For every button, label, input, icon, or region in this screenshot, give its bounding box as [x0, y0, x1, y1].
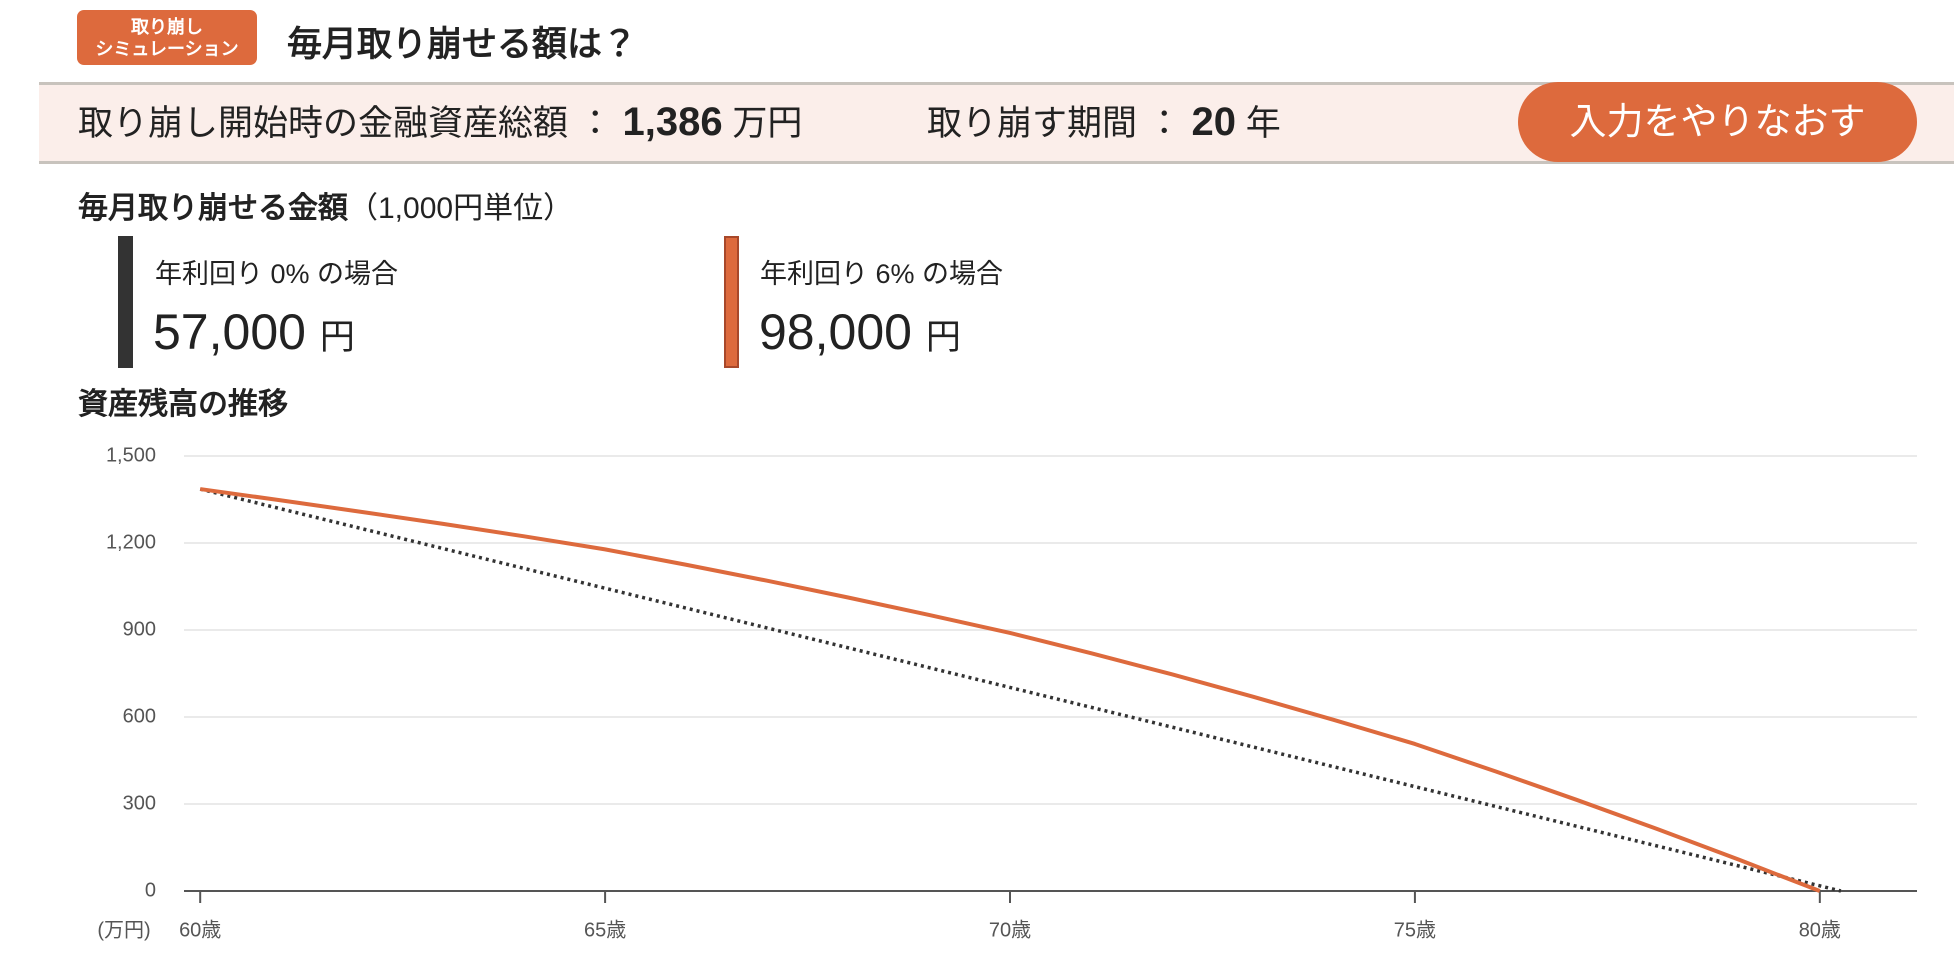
- x-tick-label: 80歳: [1799, 918, 1841, 941]
- asset-summary: 取り崩し開始時の金融資産総額 ： 1,386 万円: [78, 100, 802, 146]
- card-bar: [724, 236, 739, 368]
- series-line: [199, 487, 1821, 893]
- y-tick-label: 600: [123, 705, 156, 727]
- y-tick-label: 1,500: [106, 444, 156, 466]
- monthly-heading: 毎月取り崩せる金額（1,000円単位）: [78, 183, 573, 227]
- separator: ：: [577, 104, 613, 143]
- amount: 98,000: [759, 304, 912, 360]
- period-unit: 年: [1245, 104, 1281, 143]
- unit: 円: [319, 318, 355, 357]
- x-tick-label: 70歳: [989, 918, 1031, 941]
- card-amount: 57,000 円: [153, 303, 355, 361]
- period-summary: 取り崩す期間 ： 20 年: [927, 100, 1281, 146]
- badge-line: 取り崩し: [131, 16, 203, 37]
- retry-button[interactable]: 入力をやりなおす: [1518, 82, 1917, 162]
- asset-value: 1,386: [622, 100, 723, 144]
- card-amount: 98,000 円: [759, 303, 961, 361]
- card-bar: [118, 236, 133, 368]
- y-tick-label: 900: [123, 618, 156, 640]
- asset-label: 取り崩し開始時の金融資産総額: [78, 104, 569, 143]
- x-tick-label: 65歳: [584, 918, 626, 941]
- y-unit: (万円): [97, 919, 150, 941]
- x-tick-label: 75歳: [1394, 918, 1436, 941]
- page-title: 毎月取り崩せる額は？: [287, 25, 638, 64]
- amount: 57,000: [153, 304, 306, 360]
- y-tick-label: 300: [123, 792, 156, 814]
- badge-line: シミュレーション: [95, 38, 239, 59]
- series-line: [199, 487, 1842, 893]
- heading-text: 毎月取り崩せる金額: [78, 192, 348, 225]
- x-tick-label: 60歳: [179, 918, 221, 941]
- y-tick-label: 1,200: [106, 531, 156, 553]
- chart-title: 資産残高の推移: [78, 387, 288, 421]
- card-label: 年利回り 6% の場合: [760, 259, 1004, 289]
- separator: ：: [1146, 104, 1182, 143]
- period-label: 取り崩す期間: [927, 104, 1138, 143]
- asset-unit: 万円: [732, 104, 803, 143]
- unit: 円: [925, 318, 961, 357]
- y-tick-label: 0: [145, 879, 156, 901]
- period-value: 20: [1191, 100, 1237, 144]
- badge: 取り崩し シミュレーション: [77, 10, 257, 65]
- heading-note: （1,000円単位）: [348, 192, 574, 225]
- card-label: 年利回り 0% の場合: [155, 259, 399, 289]
